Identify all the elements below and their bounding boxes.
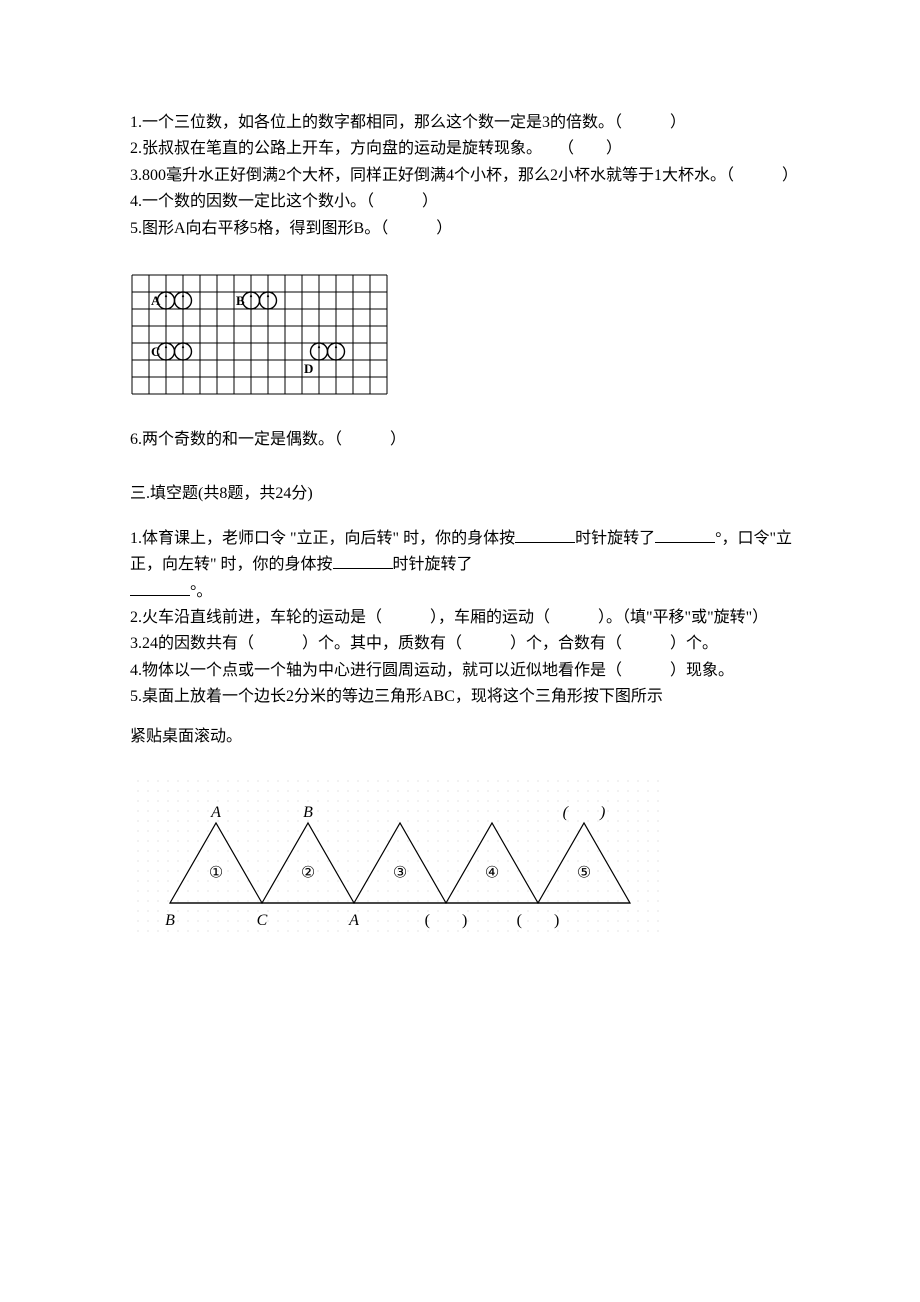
triangle-svg: ① A ② B ③ ④ ⑤ ( ) B C A ( ) ( ) xyxy=(130,773,670,943)
svg-text:( ): ( ) xyxy=(563,804,606,821)
svg-text:D: D xyxy=(304,361,313,376)
tf-q2: 2.张叔叔在笔直的公路上开车，方向盘的运动是旋转现象。 （ ） xyxy=(130,136,800,162)
svg-text:①: ① xyxy=(209,864,223,881)
svg-text:A: A xyxy=(210,804,221,821)
fill-q1-blank1 xyxy=(515,526,575,543)
svg-text:( ): ( ) xyxy=(425,912,468,929)
tf-q4: 4.一个数的因数一定比这个数小。（ ） xyxy=(130,189,800,215)
svg-text:⑤: ⑤ xyxy=(577,864,591,881)
svg-text:③: ③ xyxy=(393,864,407,881)
svg-text:B: B xyxy=(303,804,313,821)
fill-q1-e: °。 xyxy=(190,583,212,600)
fill-q1: 1.体育课上，老师口令 "立正，向后转" 时，你的身体按时针旋转了°，口令"立正… xyxy=(130,526,800,605)
svg-text:④: ④ xyxy=(485,864,499,881)
svg-text:A: A xyxy=(348,912,359,929)
fill-q3: 3.24的因数共有（ ）个。其中，质数有（ ）个，合数有（ ）个。 xyxy=(130,631,800,657)
fill-q5a: 5.桌面上放着一个边长2分米的等边三角形ABC，现将这个三角形按下图所示 xyxy=(130,684,800,710)
grid-svg: ABCD xyxy=(130,270,390,399)
fill-q1-blank4 xyxy=(130,579,190,596)
fill-q1-blank2 xyxy=(655,526,715,543)
fill-q4: 4.物体以一个点或一个轴为中心进行圆周运动，就可以近似地看作是（ ）现象。 xyxy=(130,658,800,684)
triangle-figure: ① A ② B ③ ④ ⑤ ( ) B C A ( ) ( ) xyxy=(130,773,800,943)
svg-text:B: B xyxy=(165,912,175,929)
fill-q1-blank3 xyxy=(333,552,393,569)
tf-q6: 6.两个奇数的和一定是偶数。（ ） xyxy=(130,427,800,453)
fill-q2: 2.火车沿直线前进，车轮的运动是（ ），车厢的运动（ ）。（填"平移"或"旋转"… xyxy=(130,605,800,631)
svg-text:C: C xyxy=(257,912,268,929)
svg-text:②: ② xyxy=(301,864,315,881)
fill-q1-a: 1.体育课上，老师口令 "立正，向后转" 时，你的身体按 xyxy=(130,530,515,547)
fill-q1-d: 时针旋转了 xyxy=(393,556,473,573)
tf-q5: 5.图形A向右平移5格，得到图形B。（ ） xyxy=(130,216,800,242)
tf-q3: 3.800毫升水正好倒满2个大杯，同样正好倒满4个小杯，那么2小杯水就等于1大杯… xyxy=(130,163,800,189)
grid-figure: ABCD xyxy=(130,270,800,399)
svg-text:( ): ( ) xyxy=(517,912,560,929)
tf-q1: 1.一个三位数，如各位上的数字都相同，那么这个数一定是3的倍数。（ ） xyxy=(130,110,800,136)
fill-q5b: 紧贴桌面滚动。 xyxy=(130,724,800,750)
fill-q1-b: 时针旋转了 xyxy=(575,530,655,547)
section-3-title: 三.填空题(共8题，共24分) xyxy=(130,481,800,507)
page: 1.一个三位数，如各位上的数字都相同，那么这个数一定是3的倍数。（ ） 2.张叔… xyxy=(0,0,920,1015)
